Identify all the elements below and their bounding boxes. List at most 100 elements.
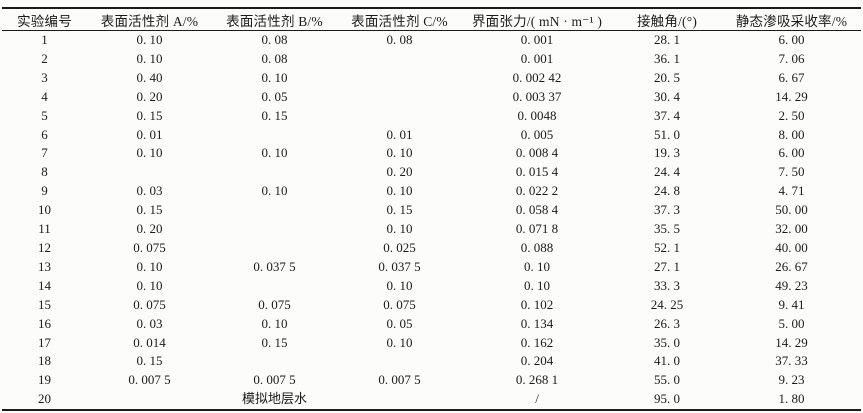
table-cell: 37. 4 <box>654 107 680 123</box>
table-cell: 14 <box>38 277 51 293</box>
table-cell: 5. 00 <box>778 315 805 331</box>
table-cell: 10 <box>38 202 51 218</box>
table-cell: 6. 00 <box>778 32 805 47</box>
table-cell: 0. 162 <box>520 334 554 350</box>
table-row: 4 0. 20 0. 05 0. 003 37 30. 4 14. 29 <box>2 88 861 107</box>
table-cell: 26. 67 <box>775 258 808 274</box>
table-cell: 0. 08 <box>386 32 413 47</box>
table-cell: 0. 01 <box>386 126 413 142</box>
table-cell: 0. 10 <box>136 145 163 161</box>
table-cell <box>87 163 212 182</box>
table-cell: 37. 3 <box>654 202 680 218</box>
header-row: 实验编号 表面活性剂 A/% 表面活性剂 B/% 表面活性剂 C/% 界面张力/( mN… <box>2 8 861 31</box>
table-cell <box>212 220 337 239</box>
table-cell: 11 <box>38 221 51 237</box>
table-cell: 0. 037 5 <box>378 258 421 274</box>
table-cell: 0. 20 <box>136 221 163 237</box>
table-cell: 0. 03 <box>136 315 163 331</box>
table-cell: 24. 4 <box>654 164 680 180</box>
table-cell: 0. 10 <box>261 183 288 199</box>
table-cell: 32. 00 <box>775 221 808 237</box>
table-cell: 7. 50 <box>778 164 805 180</box>
table-cell: 0. 102 <box>520 296 554 312</box>
table-cell: 20 <box>38 391 51 407</box>
table-cell: 19 <box>38 372 51 388</box>
table-cell: 0. 10 <box>386 277 413 293</box>
table-cell: 41. 0 <box>654 353 680 369</box>
table-cell: 0. 10 <box>261 145 288 161</box>
table-cell: 0. 007 5 <box>378 372 421 388</box>
table-cell: 0. 007 5 <box>253 372 296 388</box>
table-cell: 6. 00 <box>778 145 805 161</box>
table-cell <box>212 126 337 145</box>
table-cell: 0. 10 <box>261 69 288 85</box>
table-cell: 0. 268 1 <box>515 372 559 388</box>
table-cell <box>212 201 337 220</box>
table-cell: 8 <box>41 164 48 180</box>
table-cell: 1. 80 <box>778 391 805 407</box>
table-cell: 28. 1 <box>654 32 680 47</box>
table-cell: 8. 00 <box>778 126 805 142</box>
table-cell <box>337 50 462 69</box>
table-cell: 35. 5 <box>654 221 680 237</box>
table-cell: / <box>535 391 539 407</box>
table-cell: 50. 00 <box>775 202 808 218</box>
table-row: 6 0. 01 0. 01 0. 005 51. 0 8. 00 <box>2 126 861 145</box>
table-cell: 40. 00 <box>775 239 808 255</box>
table-cell: 7 <box>41 145 48 161</box>
table-row: 19 0. 007 5 0. 007 5 0. 007 5 0. 268 1 55. 0 9… <box>2 371 861 390</box>
table-cell: 4 <box>41 88 48 104</box>
table-cell: 0. 10 <box>386 334 413 350</box>
table-cell <box>212 163 337 182</box>
experiment-table: 实验编号 表面活性剂 A/% 表面活性剂 B/% 表面活性剂 C/% 界面张力/( mN… <box>2 7 861 412</box>
table-cell: 0. 008 4 <box>515 145 559 161</box>
table-row: 8 0. 20 0. 015 4 24. 4 7. 50 <box>2 163 861 182</box>
table-cell: 15 <box>38 296 51 312</box>
table-cell: 0. 002 42 <box>512 69 562 85</box>
table-cell: 95. 0 <box>654 391 680 407</box>
table-cell: 36. 1 <box>654 50 680 66</box>
table-cell: 27. 1 <box>654 258 680 274</box>
table-cell: 0. 058 4 <box>515 202 559 218</box>
table-cell: 2 <box>41 50 48 66</box>
column-header: 表面活性剂 B/% <box>212 8 337 31</box>
table-cell: 0. 075 <box>133 239 166 255</box>
table-cell: 4. 71 <box>778 183 805 199</box>
table-cell: 24. 8 <box>654 183 680 199</box>
table-cell: 0. 10 <box>261 315 288 331</box>
table-cell: 0. 088 <box>520 239 554 255</box>
table-cell: 0. 001 <box>520 50 554 66</box>
table-cell: 0. 40 <box>136 69 163 85</box>
table-cell: 模拟地层水 <box>241 391 307 407</box>
table-cell: 0. 10 <box>524 277 550 293</box>
table-cell: 0. 10 <box>136 32 163 47</box>
table-cell: 0. 014 <box>133 334 166 350</box>
table-cell <box>212 352 337 371</box>
column-header: 表面活性剂 C/% <box>337 8 462 31</box>
table-cell: 0. 10 <box>524 258 550 274</box>
table-cell: 6. 67 <box>778 69 805 85</box>
table-cell: 0. 10 <box>136 258 163 274</box>
table-row: 17 0. 014 0. 15 0. 10 0. 162 35. 0 14. 29 <box>2 334 861 353</box>
table-cell: 0. 037 5 <box>253 258 296 274</box>
table-cell: 30. 4 <box>654 88 680 104</box>
table-cell: 0. 204 <box>520 353 554 369</box>
table-cell: 49. 23 <box>775 277 808 293</box>
table-cell: 0. 007 5 <box>128 372 171 388</box>
table-cell: 0. 08 <box>261 32 288 47</box>
table-cell: 0. 025 <box>383 239 416 255</box>
table-cell: 0. 15 <box>386 202 413 218</box>
table-row: 1 0. 10 0. 08 0. 08 0. 001 28. 1 6. 00 <box>2 31 861 50</box>
table-cell: 37. 33 <box>775 353 808 369</box>
column-header: 接触角/(°) <box>612 8 722 31</box>
table-row: 16 0. 03 0. 10 0. 05 0. 134 26. 3 5. 00 <box>2 315 861 334</box>
table-cell: 19. 3 <box>654 145 680 161</box>
table-cell: 9 <box>41 183 48 199</box>
table-cell: 0. 01 <box>136 126 163 142</box>
table-cell: 26. 3 <box>654 315 680 331</box>
table-cell: 9. 23 <box>778 372 805 388</box>
table-cell: 0. 15 <box>136 107 163 123</box>
table-cell: 0. 075 <box>258 296 291 312</box>
table-cell: 0. 10 <box>386 183 413 199</box>
